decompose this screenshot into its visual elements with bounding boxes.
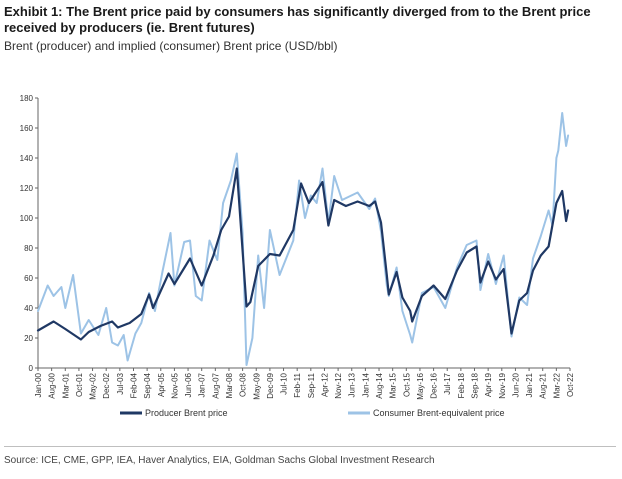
legend: Producer Brent price Consumer Brent-equi…: [120, 408, 505, 418]
chart-canvas: 0 20 40 60 80 100 120 140 160 180 Jan-00 Aug-00 Mar…: [20, 94, 575, 418]
x-tick-label: Jul-10: [280, 372, 289, 394]
x-tick-label: Oct-01: [75, 372, 84, 397]
x-tick-label: Jul-03: [116, 372, 125, 394]
x-tick-label: May-16: [416, 372, 425, 399]
y-axis: 0 20 40 60 80 100 120 140 160 180: [20, 94, 39, 373]
x-tick-label: Sep-18: [471, 372, 480, 398]
x-tick-label: May-02: [89, 372, 98, 399]
x-tick-label: Jun-06: [184, 372, 193, 397]
y-tick-label: 120: [20, 184, 34, 193]
y-tick-label: 100: [20, 214, 34, 223]
footer-divider: [4, 446, 616, 447]
x-tick-label: Jan-00: [34, 372, 43, 397]
x-tick-label: Jan-21: [525, 372, 534, 397]
x-tick-label: Jan-07: [198, 372, 207, 397]
x-tick-label: Aug-00: [48, 372, 57, 398]
x-tick-label: Nov-12: [334, 372, 343, 398]
x-tick-label: Oct-15: [402, 372, 411, 397]
x-tick-label: Aug-07: [211, 372, 220, 398]
x-tick-label: Mar-08: [225, 372, 234, 398]
y-tick-label: 20: [24, 334, 33, 343]
x-tick-label: Jun-20: [511, 372, 520, 397]
x-tick-label: Oct-08: [239, 372, 248, 397]
y-tick-label: 60: [24, 274, 33, 283]
legend-label-consumer: Consumer Brent-equivalent price: [373, 408, 505, 418]
source-note: Source: ICE, CME, GPP, IEA, Haver Analyt…: [4, 455, 435, 466]
chart-subtitle: Brent (producer) and implied (consumer) …: [4, 39, 338, 53]
y-tick-label: 180: [20, 94, 34, 103]
producer-brent-line: [36, 167, 570, 341]
x-axis: Jan-00 Aug-00 Mar-01 Oct-01 May-02 Dec-02 Jul-…: [34, 367, 575, 400]
y-tick-label: 140: [20, 154, 34, 163]
series-layer: [36, 112, 570, 366]
x-tick-label: Jul-17: [443, 372, 452, 394]
y-tick-label: 80: [24, 244, 33, 253]
x-tick-label: Dec-16: [430, 372, 439, 398]
legend-label-producer: Producer Brent price: [145, 408, 228, 418]
x-tick-label: Feb-18: [457, 372, 466, 398]
x-tick-label: Jun-13: [348, 372, 357, 397]
x-tick-label: Apr-05: [157, 372, 166, 397]
x-tick-label: Mar-01: [61, 372, 70, 398]
x-tick-label: Aug-21: [539, 372, 548, 398]
x-tick-label: Jan-14: [361, 372, 370, 397]
y-tick-label: 40: [24, 304, 33, 313]
x-tick-label: Mar-15: [389, 372, 398, 398]
x-tick-label: Nov-19: [498, 372, 507, 398]
x-tick-label: Apr-19: [484, 372, 493, 397]
x-tick-label: Mar-22: [552, 372, 561, 398]
x-tick-label: Feb-11: [293, 372, 302, 397]
chart-title: Exhibit 1: The Brent price paid by consu…: [4, 4, 591, 35]
x-tick-label: Sep-04: [143, 372, 152, 398]
x-tick-label: Sep-11: [307, 372, 316, 398]
y-tick-label: 0: [29, 364, 34, 373]
x-tick-label: Oct-22: [566, 372, 575, 397]
x-tick-label: Aug-14: [375, 372, 384, 398]
x-tick-label: Nov-05: [170, 372, 179, 398]
x-tick-label: Dec-09: [266, 372, 275, 398]
y-tick-label: 160: [20, 124, 34, 133]
x-tick-label: May-09: [252, 372, 261, 399]
x-tick-label: Dec-02: [102, 372, 111, 398]
x-tick-label: Feb-04: [129, 372, 138, 398]
x-tick-label: Apr-12: [320, 372, 329, 397]
